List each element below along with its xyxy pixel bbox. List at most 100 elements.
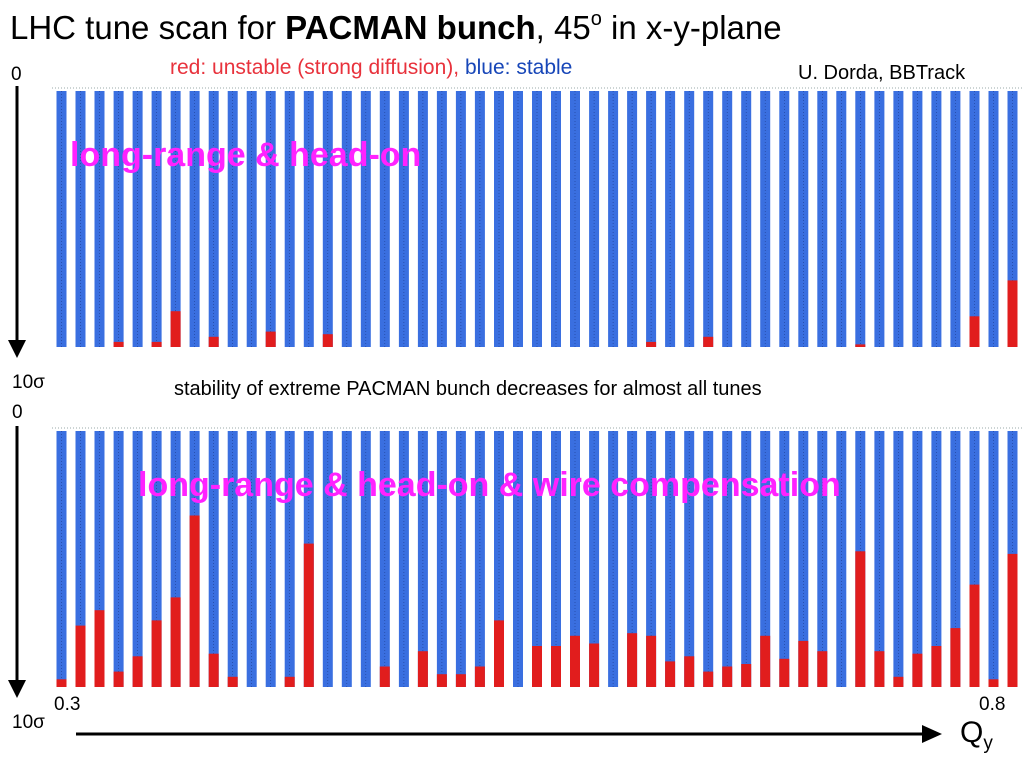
bottom-stable-column [551, 431, 561, 687]
bottom-stable-column [608, 431, 619, 687]
bottom-stable-column [893, 431, 904, 687]
top-stable-column [436, 91, 447, 347]
top-unstable-bar [170, 311, 181, 347]
bottom-unstable-bar [627, 633, 638, 687]
top-unstable-bar [208, 336, 219, 347]
bottom-unstable-bar [227, 676, 238, 687]
bottom-panel: long-range & head-on & wire compensation [52, 427, 1022, 687]
top-stable-column [113, 91, 124, 347]
bottom-stable-column [56, 431, 67, 687]
top-stable-column [532, 91, 542, 347]
bottom-stable-column [950, 431, 961, 687]
top-stable-column [646, 91, 657, 347]
legend-caption: red: unstable (strong diffusion), blue: … [170, 56, 572, 80]
bottom-stable-column [703, 431, 714, 687]
top-stable-column [56, 91, 67, 347]
bottom-unstable-bar [303, 543, 314, 687]
top-unstable-bar [646, 341, 657, 347]
bottom-stable-column [208, 431, 219, 687]
top-stable-column [703, 91, 714, 347]
bottom-unstable-bar [703, 671, 714, 687]
bottom-unstable-bar [988, 679, 999, 687]
bottom-stable-column [227, 431, 238, 687]
bottom-unstable-bar [379, 666, 390, 687]
bottom-unstable-bar [589, 643, 600, 687]
bottom-stable-column [570, 431, 580, 687]
bottom-unstable-bar [455, 674, 466, 687]
top-stable-column [988, 91, 999, 347]
bottom-stable-column [75, 431, 86, 687]
bottom-stable-column [341, 431, 352, 687]
bottom-unstable-bar [893, 676, 904, 687]
top-unstable-bar [703, 336, 714, 347]
bottom-amplitude-arrow-head [8, 680, 26, 698]
bottom-unstable-bar [417, 651, 428, 687]
bottom-stable-column [722, 431, 733, 687]
bottom-stable-column [246, 431, 257, 687]
bottom-unstable-bar [912, 653, 923, 687]
bottom-stable-column [265, 431, 276, 687]
bottom-unstable-bar [151, 620, 162, 687]
bottom-unstable-bar [684, 656, 695, 687]
top-stable-column [608, 91, 619, 347]
bottom-unstable-bar [741, 664, 752, 687]
bottom-unstable-bar [1007, 553, 1018, 687]
bottom-stable-column [589, 431, 600, 687]
bottom-stable-column [436, 431, 447, 687]
x-axis-max-label: 0.8 [979, 694, 1006, 715]
bottom-unstable-bar [132, 656, 143, 687]
top-stable-column [94, 91, 105, 347]
top-stable-column [455, 91, 466, 347]
top-unstable-bar [113, 341, 124, 347]
top-panel-title: long-range & head-on [70, 136, 421, 174]
top-stable-column [1007, 91, 1018, 347]
legend-unstable: red: unstable (strong diffusion), [170, 56, 460, 79]
bottom-stable-column [513, 431, 523, 687]
bottom-stable-column [912, 431, 923, 687]
top-stable-column [208, 91, 219, 347]
bottom-stable-column [665, 431, 676, 687]
amplitude-axis-arrows [8, 86, 942, 743]
bottom-stable-column [113, 431, 124, 687]
bottom-unstable-bar [75, 625, 86, 687]
top-stable-column [722, 91, 733, 347]
bottom-stable-column [646, 431, 657, 687]
bottom-stable-column [874, 431, 885, 687]
bottom-stable-column [170, 431, 181, 687]
top-stable-column [950, 91, 961, 347]
bottom-unstable-bar [969, 584, 980, 687]
top-stable-column [665, 91, 676, 347]
bottom-unstable-bar [722, 666, 733, 687]
top-stable-column [551, 91, 561, 347]
bottom-stable-column [417, 431, 428, 687]
bottom-stable-column [798, 431, 809, 687]
top-stable-column [760, 91, 771, 347]
stability-note: stability of extreme PACMAN bunch decrea… [174, 378, 762, 400]
bottom-unstable-bar [551, 646, 561, 687]
top-stable-column [589, 91, 600, 347]
bottom-stable-column [969, 431, 980, 687]
top-amplitude-max-label: 10σ [12, 372, 45, 393]
top-stable-column [284, 91, 295, 347]
qy-axis-arrow-head [922, 725, 942, 743]
bottom-unstable-bar [874, 651, 885, 687]
bottom-unstable-bar [760, 635, 771, 687]
bottom-stable-column [474, 431, 485, 687]
top-unstable-bar [265, 331, 276, 347]
bottom-unstable-bar [779, 658, 790, 687]
bottom-stable-column [760, 431, 771, 687]
top-stable-column [227, 91, 238, 347]
bottom-unstable-bar [436, 674, 447, 687]
bottom-unstable-bar [798, 640, 809, 687]
top-stable-column [779, 91, 790, 347]
bottom-amplitude-zero-label: 0 [12, 402, 23, 423]
bottom-stable-column [779, 431, 790, 687]
top-stable-column [398, 91, 409, 347]
top-stable-column [494, 91, 504, 347]
bottom-stable-column [284, 431, 295, 687]
top-unstable-bar [151, 341, 162, 347]
bottom-unstable-bar [94, 610, 105, 687]
top-unstable-bar [322, 334, 333, 347]
author-credit: U. Dorda, BBTrack [798, 62, 966, 84]
bottom-stable-column [494, 431, 504, 687]
